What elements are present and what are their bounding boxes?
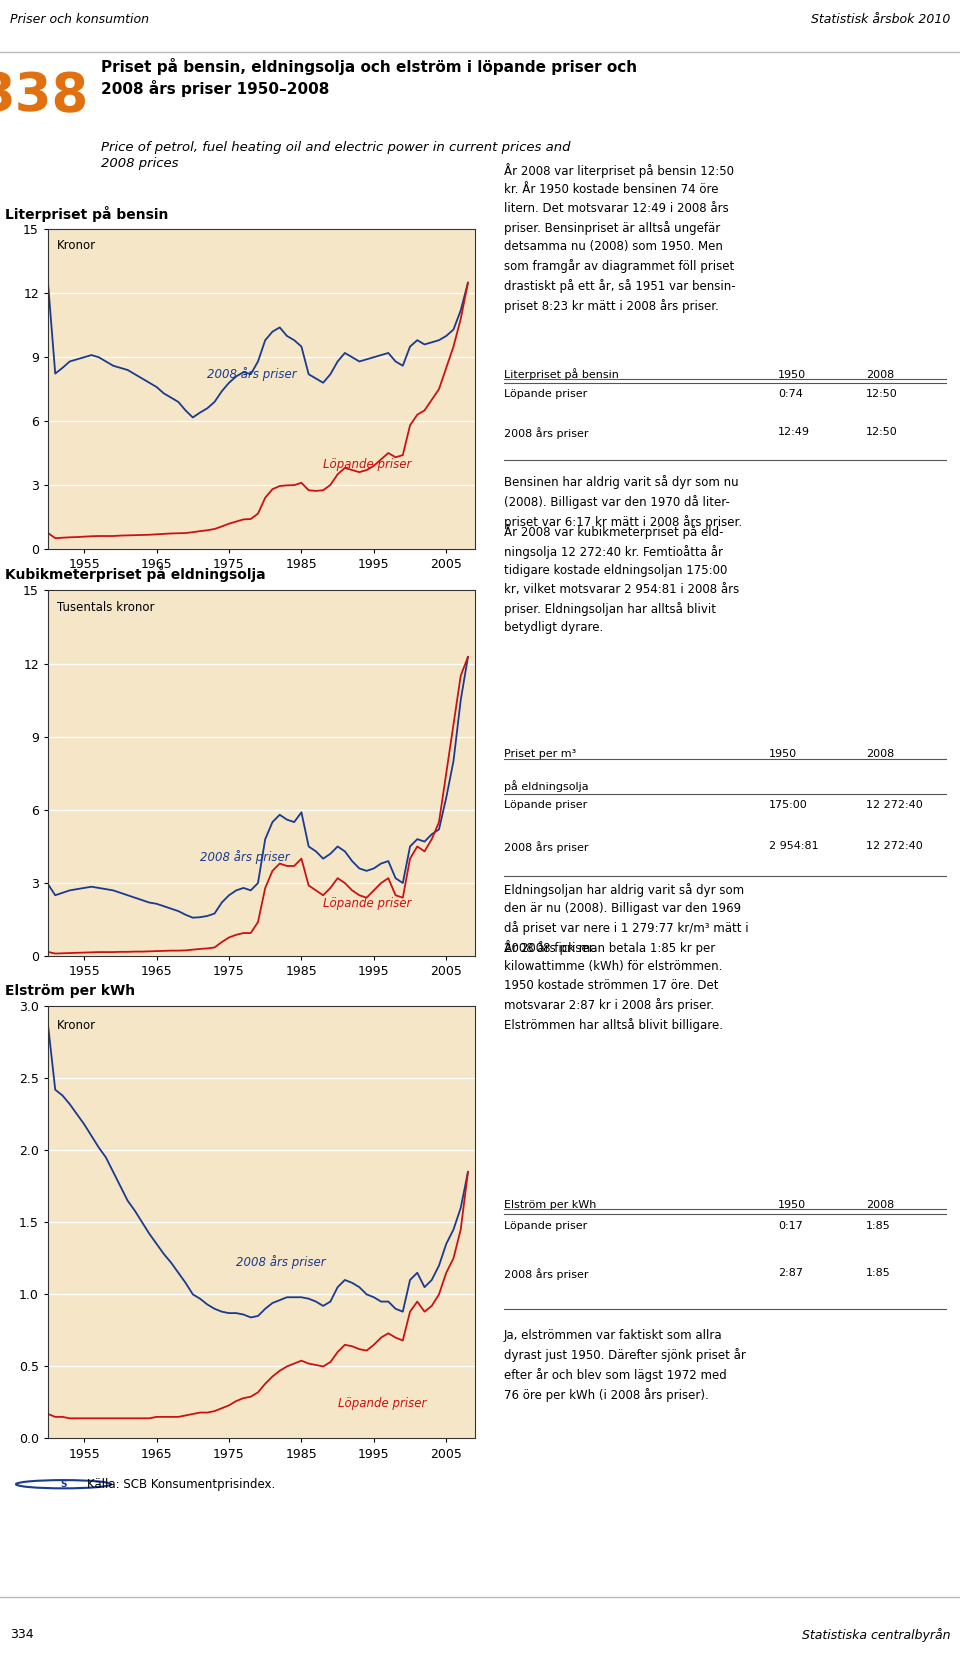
Text: År 2008 var kubikmeterpriset på eld-
ningsolja 12 272:40 kr. Femtioåtta år
tidig: År 2008 var kubikmeterpriset på eld- nin… (504, 524, 739, 634)
Text: År 2008 var literpriset på bensin 12:50
kr. År 1950 kostade bensinen 74 öre
lite: År 2008 var literpriset på bensin 12:50 … (504, 163, 735, 313)
Text: 12:49: 12:49 (778, 427, 810, 437)
Text: 2008 års priser: 2008 års priser (200, 850, 290, 865)
Text: 2:87: 2:87 (778, 1269, 803, 1279)
Text: Ja, elströmmen var faktiskt som allra
dyrast just 1950. Därefter sjönk priset år: Ja, elströmmen var faktiskt som allra dy… (504, 1329, 746, 1402)
Text: Tusentals kronor: Tusentals kronor (57, 602, 154, 614)
Text: Eldningsoljan har aldrig varit så dyr som
den är nu (2008). Billigast var den 19: Eldningsoljan har aldrig varit så dyr so… (504, 883, 749, 955)
Text: 1:85: 1:85 (866, 1269, 891, 1279)
Text: 2008: 2008 (866, 750, 895, 760)
Text: Statistiska centralbyrån: Statistiska centralbyrån (802, 1628, 950, 1641)
Text: Literpriset på bensin: Literpriset på bensin (5, 206, 168, 221)
Text: på eldningsolja: på eldningsolja (504, 780, 588, 792)
Text: Statistisk årsbok 2010: Statistisk årsbok 2010 (811, 13, 950, 27)
Text: 2008 års priser: 2008 års priser (207, 368, 297, 381)
Text: 2008: 2008 (866, 1201, 895, 1211)
Text: 12:50: 12:50 (866, 389, 898, 399)
Text: Löpande priser: Löpande priser (324, 457, 412, 471)
Text: 2008: 2008 (866, 369, 895, 379)
Text: 12:50: 12:50 (866, 427, 898, 437)
Text: 1950: 1950 (778, 369, 805, 379)
Text: 175:00: 175:00 (769, 800, 807, 810)
Text: År 2008 fick man betala 1:85 kr per
kilowattimme (kWh) för elströmmen.
1950 kost: År 2008 fick man betala 1:85 kr per kilo… (504, 940, 723, 1031)
Text: 1950: 1950 (769, 750, 797, 760)
Text: 0:17: 0:17 (778, 1221, 803, 1231)
Text: Priser och konsumtion: Priser och konsumtion (10, 13, 149, 27)
Text: Literpriset på bensin: Literpriset på bensin (504, 368, 619, 379)
Text: 2 954:81: 2 954:81 (769, 841, 819, 851)
Text: Priset på bensin, eldningsolja och elström i löpande priser och
2008 års priser : Priset på bensin, eldningsolja och elstr… (101, 58, 636, 96)
Text: Löpande priser: Löpande priser (324, 898, 412, 910)
Text: Kronor: Kronor (57, 1019, 96, 1033)
Text: 338: 338 (0, 70, 88, 121)
Text: Löpande priser: Löpande priser (504, 800, 588, 810)
Text: Kubikmeterpriset på eldningsolja: Kubikmeterpriset på eldningsolja (5, 567, 266, 582)
Text: Löpande priser: Löpande priser (504, 1221, 588, 1231)
Text: 2008 års priser: 2008 års priser (504, 1269, 588, 1281)
Text: S: S (60, 1480, 67, 1488)
Text: Elström per kWh: Elström per kWh (5, 984, 135, 998)
Text: 12 272:40: 12 272:40 (866, 800, 923, 810)
Text: 1:85: 1:85 (866, 1221, 891, 1231)
Text: 2008 års priser: 2008 års priser (504, 427, 588, 439)
Text: Priset per m³: Priset per m³ (504, 750, 576, 760)
Text: 334: 334 (10, 1628, 34, 1641)
Text: 2008 års priser: 2008 års priser (236, 1254, 325, 1269)
Text: Kronor: Kronor (57, 239, 96, 253)
Text: Löpande priser: Löpande priser (338, 1397, 426, 1410)
Text: Bensinen har aldrig varit så dyr som nu
(2008). Billigast var den 1970 då liter-: Bensinen har aldrig varit så dyr som nu … (504, 476, 742, 529)
Text: 12 272:40: 12 272:40 (866, 841, 923, 851)
Text: Löpande priser: Löpande priser (504, 389, 588, 399)
Text: 1950: 1950 (778, 1201, 805, 1211)
Text: Elström per kWh: Elström per kWh (504, 1201, 596, 1211)
Text: Price of petrol, fuel heating oil and electric power in current prices and
2008 : Price of petrol, fuel heating oil and el… (101, 141, 570, 170)
Text: 2008 års priser: 2008 års priser (504, 841, 588, 853)
Text: 0:74: 0:74 (778, 389, 803, 399)
Text: Källa: SCB Konsumentprisindex.: Källa: SCB Konsumentprisindex. (86, 1478, 276, 1490)
